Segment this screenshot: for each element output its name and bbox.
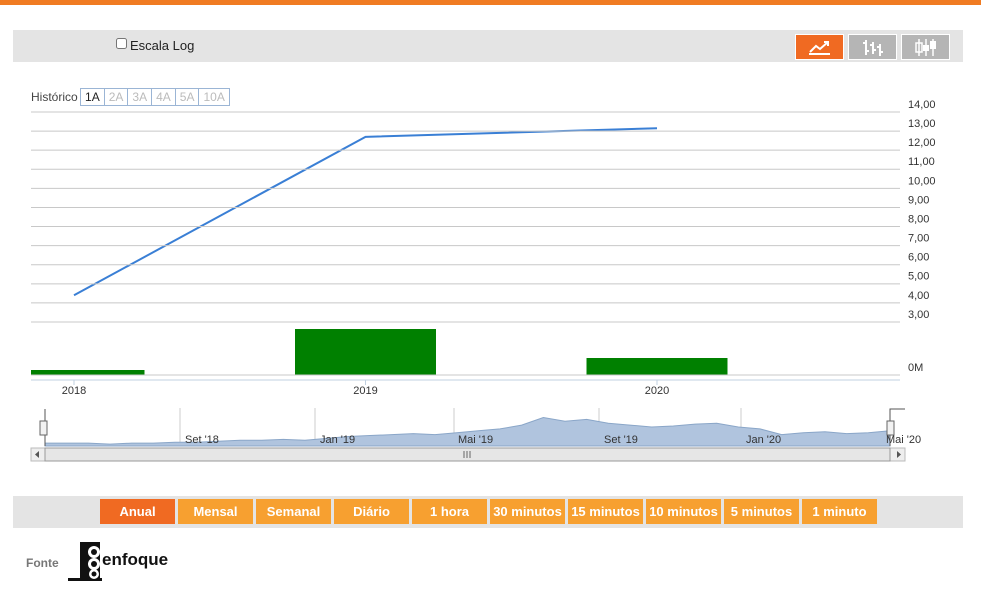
icon [863,40,883,56]
period-button[interactable]: Semanal [256,499,331,524]
navigator-label: Jan '19 [320,434,355,446]
checkbox[interactable] [116,38,127,49]
icon [915,39,936,56]
y-tick-label: 12,00 [908,137,936,149]
volume-bar [295,329,436,375]
logo-mark [68,542,102,581]
toolbar: Escala Log [13,30,963,62]
navigator-label: Mai '20 [886,434,921,446]
y-tick-label: 11,00 [908,156,935,168]
y-tick-label: 8,00 [908,213,929,225]
x-tick-label: 2018 [62,385,86,397]
period-button[interactable]: Anual [100,499,175,524]
scroll-left[interactable] [35,451,39,458]
logo-text: enfoque [102,550,169,569]
source-label: Fonte [26,556,59,570]
top-bar [0,0,981,5]
candlestick-button[interactable] [901,34,950,60]
navigator-label: Jan '20 [746,434,781,446]
y-tick-label: 3,00 [908,309,929,321]
range-button[interactable]: 10A [198,88,230,106]
icon [809,41,830,55]
period-button[interactable]: 1 minuto [802,499,877,524]
scroll-grip [463,451,471,458]
y2-tick-label: 0M [908,362,923,374]
period-button[interactable]: 5 minutos [724,499,799,524]
y-tick-label: 6,00 [908,252,929,264]
period-button[interactable]: 30 minutos [490,499,565,524]
range-group: 1A 2A 3A 4A 5A 10A [80,88,230,106]
period-button[interactable]: 10 minutos [646,499,721,524]
navigator-label: Mai '19 [458,434,493,446]
log-scale-toggle[interactable]: Escala Log [116,38,194,53]
history-label: Histórico [31,90,78,104]
y-tick-label: 13,00 [908,118,936,130]
period-button[interactable]: Mensal [178,499,253,524]
history-selector: Histórico 1A 2A 3A 4A 5A 10A [31,88,230,106]
y-tick-label: 10,00 [908,175,936,187]
navigator-handle[interactable] [39,420,48,436]
period-button[interactable]: Diário [334,499,409,524]
navigator-label: Set '19 [604,434,638,446]
period-button[interactable]: 1 hora [412,499,487,524]
price-line [73,127,658,297]
x-tick-label: 2019 [353,385,377,397]
plot [31,127,728,375]
navigator-handle[interactable] [886,420,895,436]
period-bar: Anual Mensal Semanal Diário 1 hora 30 minutos… [13,496,963,528]
scroll-right[interactable] [897,451,901,458]
y-tick-label: 4,00 [908,290,929,302]
y-tick-label: 7,00 [908,233,929,245]
chart: 3,00 4,00 5,00 6,00 7,00 8,00 9,00 10,00 11,00 12… [30,99,936,462]
log-scale-label: Escala Log [130,38,195,53]
volume-bar [31,370,145,375]
navigator-label: Set '18 [185,434,219,446]
line-chart-button[interactable] [795,34,844,60]
y-tick-label: 14,00 [908,99,936,111]
navigator-area [44,416,891,447]
y-tick-label: 5,00 [908,271,929,283]
y-tick-label: 9,00 [908,194,929,206]
x-tick-label: 2020 [645,385,669,397]
ohlc-button[interactable] [848,34,897,60]
volume-bar [586,358,728,375]
period-button[interactable]: 15 minutos [568,499,643,524]
